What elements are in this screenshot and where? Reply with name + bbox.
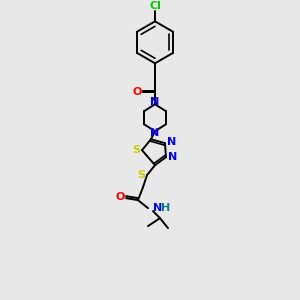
Text: N: N: [168, 152, 178, 162]
Text: N: N: [150, 97, 160, 107]
Text: O: O: [132, 87, 142, 97]
Text: N: N: [150, 128, 160, 138]
Text: N: N: [167, 137, 177, 147]
Text: S: S: [137, 170, 145, 180]
Text: N: N: [153, 203, 163, 213]
Text: O: O: [116, 192, 125, 202]
Text: Cl: Cl: [149, 2, 161, 11]
Text: S: S: [132, 145, 140, 155]
Text: H: H: [161, 203, 171, 213]
